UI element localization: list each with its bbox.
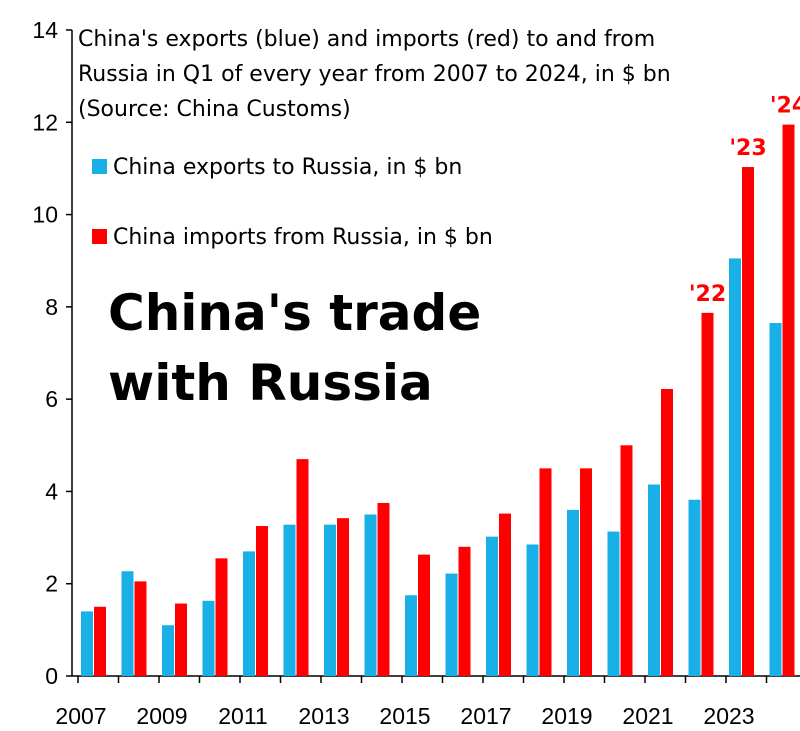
bar-imports-2010 xyxy=(215,558,228,676)
annotation-2023: '23 xyxy=(729,136,766,161)
x-tick-label: 2019 xyxy=(541,703,592,729)
bar-imports-2020 xyxy=(620,445,633,676)
bar-exports-2013 xyxy=(324,524,336,676)
bar-exports-2024 xyxy=(769,323,782,676)
bar-exports-2011 xyxy=(243,551,255,676)
bar-exports-2010 xyxy=(202,600,215,676)
bar-imports-2017 xyxy=(499,513,511,676)
bar-exports-2007 xyxy=(81,611,93,676)
bar-imports-2018 xyxy=(539,468,552,676)
bar-exports-2016 xyxy=(445,573,458,676)
bar-exports-2022 xyxy=(688,499,701,676)
y-tick-label: 2 xyxy=(45,571,58,597)
bar-imports-2009 xyxy=(175,603,187,676)
annotations: '22 '23'24 xyxy=(689,94,800,307)
bar-exports-2018 xyxy=(526,544,539,676)
x-tick-label: 2009 xyxy=(136,703,187,729)
y-tick-label: 12 xyxy=(32,109,58,135)
note-line-1: China's exports (blue) and imports (red)… xyxy=(78,27,655,52)
x-axis: 2007 2009 2011 2013 2015 2017 2019 2021 2023 xyxy=(55,675,800,729)
chart-title-line-1: China's trade xyxy=(108,284,481,342)
bar-exports-2023 xyxy=(729,258,741,676)
bar-imports-2014 xyxy=(377,502,390,676)
x-tick-label: 2007 xyxy=(55,703,106,729)
chart-title: China's trade with Russia xyxy=(108,284,481,412)
chart-note: China's exports (blue) and imports (red)… xyxy=(78,27,671,122)
bar-imports-2015 xyxy=(418,554,430,676)
bar-imports-2022 xyxy=(701,312,714,676)
bar-imports-2021 xyxy=(661,388,673,676)
legend-swatch-exports xyxy=(92,159,107,174)
bar-exports-2008 xyxy=(121,571,134,676)
y-axis: 0 2 4 6 8 10 12 14 xyxy=(32,17,73,689)
bar-imports-2012 xyxy=(296,459,309,676)
bar-imports-2013 xyxy=(337,518,349,676)
y-tick-label: 0 xyxy=(45,663,58,689)
bar-imports-2016 xyxy=(458,546,471,676)
bar-exports-2020 xyxy=(607,531,620,676)
bar-imports-2007 xyxy=(94,606,106,676)
legend-swatch-imports xyxy=(92,229,107,244)
annotation-2022: '22 xyxy=(689,282,726,307)
y-tick-label: 14 xyxy=(32,17,58,43)
note-line-2: Russia in Q1 of every year from 2007 to … xyxy=(78,62,671,87)
y-tick-label: 6 xyxy=(45,386,58,412)
annotation-2024: '24 xyxy=(770,94,800,119)
bars xyxy=(81,124,795,677)
bar-exports-2009 xyxy=(162,625,174,676)
bar-imports-2024 xyxy=(782,124,795,677)
bar-imports-2023 xyxy=(742,167,754,676)
y-tick-label: 10 xyxy=(32,202,58,228)
legend-label-exports: China exports to Russia, in $ bn xyxy=(113,155,462,180)
bar-exports-2017 xyxy=(486,536,498,676)
y-tick-label: 8 xyxy=(45,294,58,320)
bar-exports-2021 xyxy=(648,484,660,676)
note-line-3: (Source: China Customs) xyxy=(78,97,351,122)
bar-exports-2015 xyxy=(405,595,417,676)
x-tick-label: 2011 xyxy=(218,703,267,729)
x-tick-label: 2021 xyxy=(622,703,673,729)
bar-imports-2008 xyxy=(134,581,147,676)
bar-imports-2011 xyxy=(256,526,268,676)
bar-imports-2019 xyxy=(580,468,592,676)
bar-exports-2019 xyxy=(567,509,579,676)
bar-exports-2014 xyxy=(364,514,377,676)
x-tick-label: 2023 xyxy=(703,703,754,729)
y-tick-label: 4 xyxy=(45,478,58,504)
x-tick-label: 2015 xyxy=(379,703,430,729)
x-tick-label: 2017 xyxy=(460,703,511,729)
x-tick-label: 2013 xyxy=(298,703,349,729)
legend-label-imports: China imports from Russia, in $ bn xyxy=(113,225,493,250)
chart-title-line-2: with Russia xyxy=(108,354,433,412)
legend: China exports to Russia, in $ bn China i… xyxy=(92,155,493,250)
bar-exports-2012 xyxy=(283,524,296,676)
